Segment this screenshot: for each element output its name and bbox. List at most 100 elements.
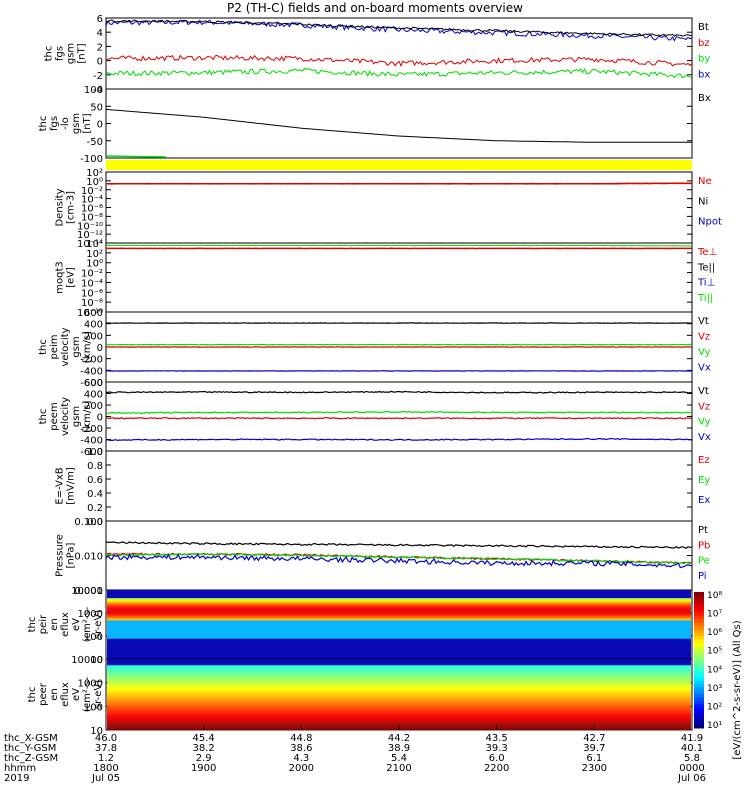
time-row-value: 5.4	[391, 753, 407, 764]
legend-peem-Vt: Vt	[698, 386, 709, 397]
colorbar-segment	[694, 673, 704, 678]
series-peem-Vy	[105, 410, 693, 415]
colorbar-label: [eV/(cm^2-s-sr-eV)] (All Qs)	[732, 620, 743, 759]
colorbar-segment	[694, 694, 704, 698]
legend-fgs-by: by	[698, 54, 710, 65]
time-row-value: 6.0	[489, 753, 505, 764]
ytick-label-peem: -400	[80, 436, 103, 447]
legend-efield-Ey: Ey	[698, 475, 710, 486]
ytick-label-temp: 10⁻⁶	[81, 288, 103, 299]
spectrogram-row-peir	[107, 628, 691, 632]
legend-peim-Vz: Vz	[698, 332, 710, 343]
ylabel-temp: [eV]	[66, 267, 77, 288]
colorbar-segment	[694, 646, 704, 651]
spectrogram-row-peir	[107, 592, 691, 595]
time-row-value: 2.9	[196, 753, 212, 764]
ylabel-peir: eV	[71, 618, 82, 631]
spectrogram-row-peir	[107, 624, 691, 628]
ytick-label-density: 10⁻⁸	[81, 212, 103, 223]
colorbar-segment	[694, 643, 704, 647]
legend-peim-Vt: Vt	[698, 316, 709, 327]
legend-efield-Ex: Ex	[698, 495, 710, 506]
spectrogram-row-peer	[107, 661, 691, 664]
legend-peem-Vx: Vx	[698, 432, 711, 443]
plot-title: P2 (TH-C) fields and on-board moments ov…	[227, 1, 523, 15]
colorbar-tick: 10⁶	[707, 628, 722, 638]
colorbar-segment	[694, 721, 704, 726]
ylabel-peim: peim	[49, 334, 60, 359]
ytick-label-temp: 10⁻²	[81, 269, 103, 280]
series-Pi	[105, 553, 693, 569]
spectrogram-row-peer	[107, 698, 691, 702]
spectrogram-row-peer	[107, 675, 691, 679]
ylabel-fgs_lo: fgs	[49, 116, 60, 131]
ylabel-pressure: Pressure	[55, 534, 66, 577]
ytick-label-temp: 10⁻⁸	[81, 298, 103, 309]
spectrogram-row-peir	[107, 630, 691, 634]
spectrogram-row-peir	[107, 626, 691, 630]
colorbar-segment	[694, 592, 704, 596]
spectrogram-row-peer	[107, 673, 691, 677]
ytick-label-peer: 10	[90, 726, 103, 737]
legend-density-Ni: Ni	[698, 196, 708, 207]
ytick-label-peim: 600	[84, 308, 103, 319]
spectrogram-row-peir	[107, 610, 691, 613]
spectrogram-row-peir	[107, 642, 691, 646]
colorbar-segment	[694, 690, 704, 695]
colorbar-segment	[694, 632, 704, 637]
ytick-label-density: 10⁻¹²	[77, 230, 103, 241]
time-row-value: 2000	[289, 763, 314, 774]
colorbar-segment	[694, 595, 704, 600]
spectrogram-row-peer	[107, 690, 691, 693]
spectrogram-row-peir	[107, 650, 691, 654]
colorbar-segment	[694, 622, 704, 627]
colorbar-segment	[694, 724, 704, 729]
ytick-label-fgs_lo: -50	[87, 137, 103, 148]
ytick-label-efield: 0.0	[87, 517, 103, 528]
colorbar-segment	[694, 711, 704, 715]
ytick-label-peir: 10000	[71, 586, 103, 597]
spectrogram-row-peer	[107, 700, 691, 704]
ytick-label-fgs: -2	[93, 71, 103, 82]
series-bz	[105, 54, 693, 68]
colorbar-segment	[694, 680, 704, 685]
legend-efield-Ez: Ez	[698, 455, 710, 466]
spectrogram-row-peer	[107, 694, 691, 698]
spectrogram-row-peir	[107, 620, 691, 623]
panel-frame-efield	[105, 450, 693, 522]
time-row-value: 42.7	[583, 733, 605, 744]
colorbar-segment	[694, 700, 704, 705]
ylabel-fgs: [nT]	[77, 43, 88, 63]
ytick-label-fgs_lo: 100	[84, 85, 103, 96]
ylabel-efield: E=-VxB	[55, 467, 66, 504]
colorbar-segment	[694, 687, 704, 692]
spectrogram-row-peer	[107, 663, 691, 666]
time-row-value: Jul 05	[91, 773, 120, 784]
ytick-label-peim: -200	[80, 355, 103, 366]
time-row-value: 46.0	[95, 733, 117, 744]
spectrogram-row-peir	[107, 654, 691, 658]
ytick-label-density: 10⁻⁴	[81, 195, 103, 206]
panel-frame-temp	[105, 242, 693, 313]
time-row-value: 1900	[191, 763, 216, 774]
panel-frame-fgs_lo	[105, 88, 693, 159]
colorbar-segment	[694, 609, 704, 613]
ytick-label-fgs: 6	[97, 14, 103, 25]
spectrogram-row-peer	[107, 715, 691, 718]
ytick-label-pressure: 0.001	[74, 586, 103, 597]
ylabel-peir: eflux	[60, 612, 71, 637]
legend-pressure-Pi: Pi	[698, 571, 707, 582]
ytick-label-density: 10⁻²	[81, 186, 103, 197]
legend-temp-Te⊥: Te⊥	[697, 247, 717, 258]
series-Bt	[105, 19, 693, 37]
spectrogram-row-peer	[107, 688, 691, 691]
ytick-label-temp: 10⁴	[86, 239, 103, 250]
ytick-label-peim: 0	[97, 343, 103, 354]
ylabel-temp: moqt3	[55, 261, 66, 294]
time-row-value: 2200	[484, 763, 509, 774]
spectrogram-row-peir	[107, 640, 691, 644]
ylabel-peer: peer	[38, 682, 49, 706]
spectrogram-row-peer	[107, 696, 691, 700]
colorbar-segment	[694, 602, 704, 607]
legend-temp-Te||: Te||	[697, 262, 715, 273]
